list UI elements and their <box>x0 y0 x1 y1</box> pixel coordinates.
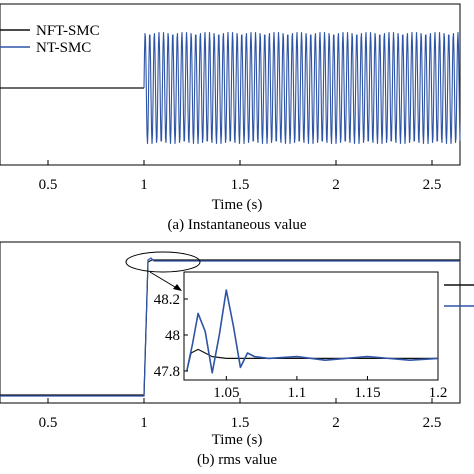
inset: 1.05 1.1 1.15 1.2 48.2 48 47.8 <box>154 271 447 401</box>
panel-a-xtick-label: 2 <box>332 177 340 193</box>
inset-ytick-label: 48 <box>165 328 180 344</box>
panel-a-xticks: 0.5 1 1.5 2 2.5 <box>39 160 442 193</box>
series-nt-oscillation <box>143 32 461 144</box>
zoom-ellipse <box>125 251 201 273</box>
inset-xtick-label: 1.2 <box>429 385 448 401</box>
panel-a-xtick-label: 1.5 <box>231 177 250 193</box>
inset-xtick-label: 1.15 <box>354 385 380 401</box>
panel-a-xtick-label: 2.5 <box>423 177 442 193</box>
inset-yticks: 48.2 48 47.8 <box>154 292 188 380</box>
panel-b-frame <box>0 241 461 404</box>
zoom-arrow-head <box>173 284 182 291</box>
panel-b-xtick-label: 1 <box>140 415 148 431</box>
panel-b-xtick-label: 2 <box>332 415 340 431</box>
panel-b: 0.5 1 1.5 2 2.5 1.05 1.1 1.15 1.2 48.2 48 47.8 <box>0 241 474 431</box>
panel-b-caption: (b) rms value <box>197 452 277 468</box>
inset-ytick-label: 47.8 <box>154 364 180 380</box>
inset-series <box>186 289 439 374</box>
panel-a-series <box>0 32 461 144</box>
legend-nft-label: NFT-SMC <box>36 23 100 39</box>
panel-b-xtick-label: 1.5 <box>231 415 250 431</box>
inset-series-nt <box>186 289 439 374</box>
legend-nt-label: NT-SMC <box>36 40 91 56</box>
panel-a-xlabel: Time (s) <box>212 197 263 213</box>
inset-xticks: 1.05 1.1 1.15 1.2 <box>213 376 447 401</box>
panel-a-frame <box>0 3 461 166</box>
panel-a: 0.5 1 1.5 2 2.5 NFT-SMC NT-SMC <box>0 3 461 193</box>
panel-b-xtick-label: 2.5 <box>423 415 442 431</box>
panel-b-series <box>0 257 460 397</box>
panel-a-xtick-label: 0.5 <box>39 177 58 193</box>
panel-b-xlabel: Time (s) <box>212 432 263 448</box>
inset-frame <box>183 271 439 381</box>
inset-xtick-label: 1.1 <box>288 385 307 401</box>
series-nt-rms <box>0 257 460 397</box>
inset-series-nft <box>186 348 438 372</box>
inset-xtick-label: 1.05 <box>213 385 239 401</box>
panel-a-xtick-label: 1 <box>140 177 148 193</box>
panel-b-xtick-label: 0.5 <box>39 415 58 431</box>
inset-ytick-label: 48.2 <box>154 292 180 308</box>
panel-b-xticks: 0.5 1 1.5 2 2.5 <box>39 398 442 431</box>
panel-a-caption: (a) Instantaneous value <box>167 217 306 233</box>
